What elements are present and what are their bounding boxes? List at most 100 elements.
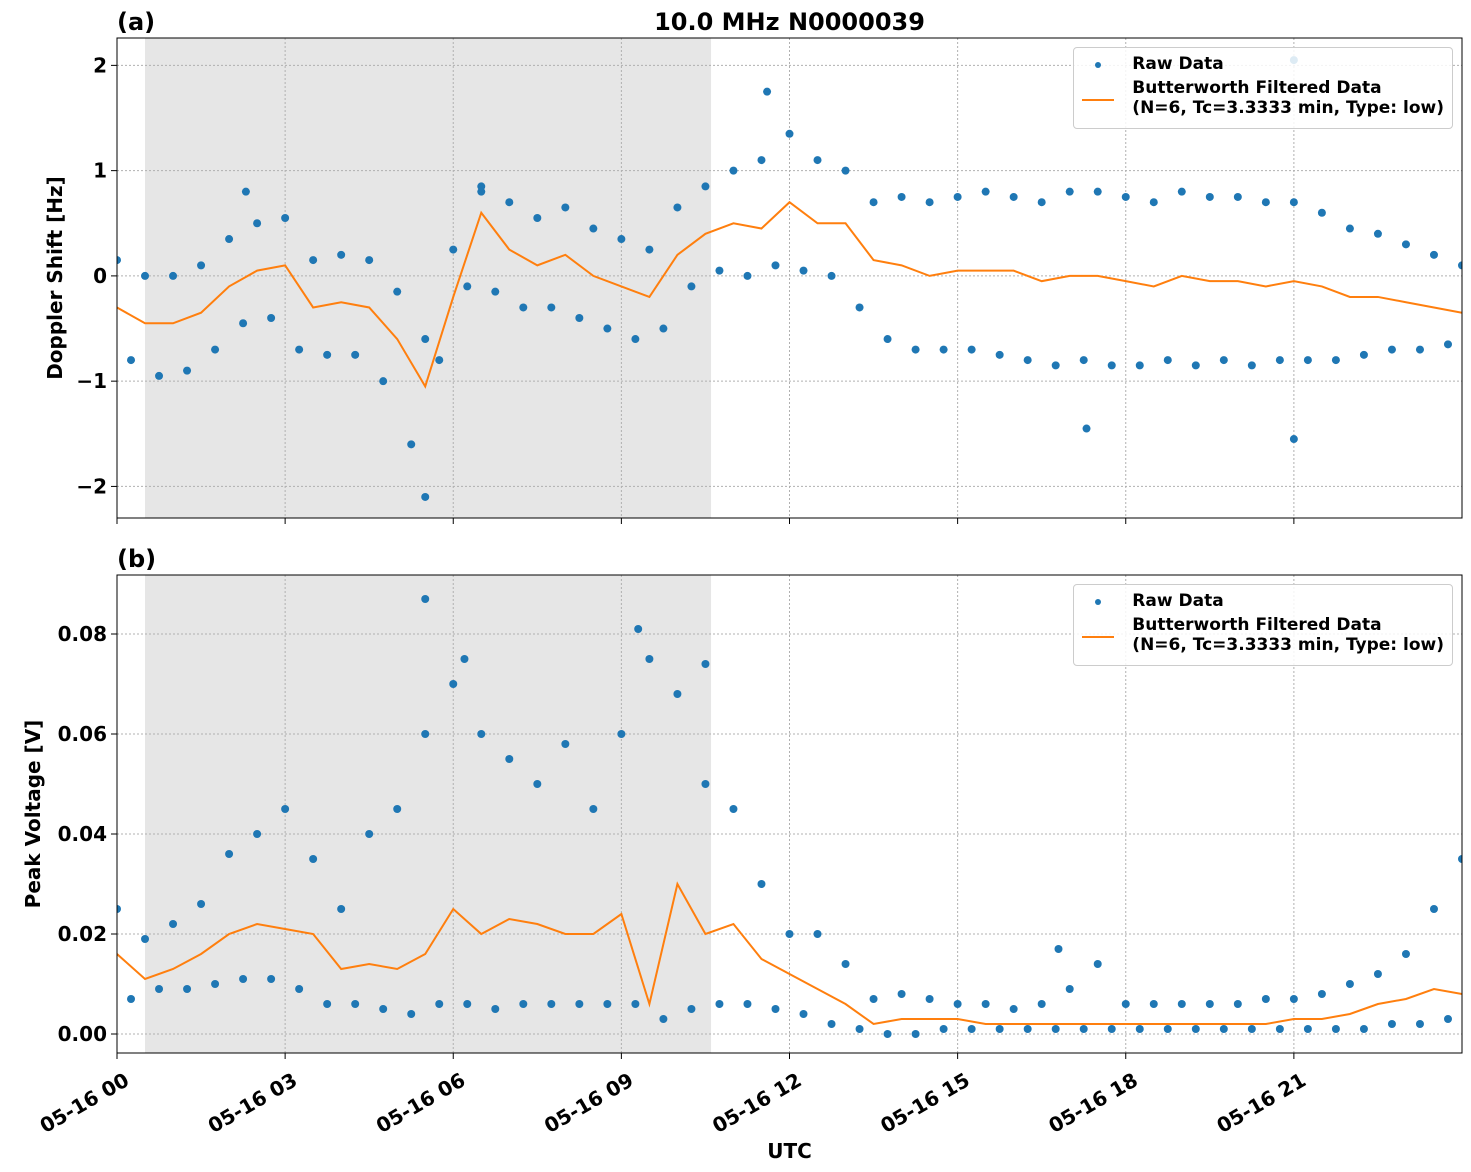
raw-point: [1415, 345, 1424, 354]
raw-point: [533, 214, 542, 222]
raw-point: [715, 266, 724, 275]
raw-point: [981, 187, 990, 196]
raw-point: [1149, 198, 1158, 207]
raw-point: [785, 129, 794, 138]
raw-point: [1219, 1025, 1228, 1033]
raw-point: [477, 182, 486, 191]
raw-point: [953, 1000, 962, 1008]
raw-point: [323, 1000, 332, 1008]
raw-point: [295, 985, 304, 993]
raw-point: [673, 690, 682, 698]
raw-point: [799, 1010, 808, 1018]
raw-point: [1443, 1015, 1452, 1023]
raw-point: [1303, 1025, 1312, 1033]
raw-point: [519, 303, 528, 312]
raw-point: [449, 680, 458, 688]
raw-point: [1359, 1025, 1368, 1033]
filtered-line: [117, 200, 1462, 389]
raw-point: [939, 345, 948, 354]
raw-point: [1051, 361, 1060, 370]
x-tick-label: 05-16 06: [372, 1068, 470, 1138]
x-tick-label: 05-16 03: [204, 1068, 302, 1138]
raw-point: [757, 880, 766, 888]
raw-point: [813, 930, 822, 938]
x-tick-label: 05-16 21: [1212, 1068, 1310, 1138]
raw-point: [575, 314, 584, 322]
raw-point: [1093, 187, 1102, 196]
x-tick-label: 05-16 18: [1044, 1068, 1142, 1138]
raw-point: [634, 625, 643, 633]
raw-point: [897, 192, 906, 201]
raw-point: [281, 805, 290, 813]
raw-point: [925, 198, 934, 207]
raw-point: [1023, 356, 1032, 365]
raw-point: [589, 805, 598, 813]
raw-point: [141, 271, 150, 280]
raw-point: [197, 261, 206, 270]
raw-point: [869, 198, 878, 207]
raw-point: [505, 755, 514, 763]
raw-point: [1107, 361, 1116, 370]
raw-point: [911, 345, 920, 354]
y-tick-label: −1: [76, 369, 107, 393]
raw-point: [1289, 435, 1298, 444]
raw-point: [460, 655, 469, 663]
raw-point: [771, 1005, 780, 1013]
legend-entry: Butterworth Filtered Data (N=6, Tc=3.333…: [1082, 78, 1444, 122]
raw-point: [379, 377, 388, 386]
raw-point: [117, 256, 121, 265]
raw-point: [365, 256, 374, 265]
raw-point: [603, 1000, 612, 1008]
raw-point: [449, 245, 458, 254]
raw-point: [1289, 995, 1298, 1003]
raw-point: [1443, 340, 1452, 349]
raw-point: [1191, 361, 1200, 370]
raw-point: [393, 287, 402, 296]
y-tick-label: 2: [93, 53, 107, 77]
raw-point: [701, 780, 710, 788]
raw-point: [435, 356, 444, 365]
raw-point: [1373, 970, 1382, 978]
raw-point: [1065, 985, 1074, 993]
legend-key: [1095, 599, 1102, 605]
raw-point: [1331, 1025, 1340, 1033]
raw-point: [771, 261, 780, 270]
raw-point: [1458, 261, 1462, 270]
y-tick-label: 0.06: [58, 722, 107, 746]
raw-point: [995, 1025, 1004, 1033]
raw-point: [1009, 192, 1018, 201]
raw-point: [1177, 1000, 1186, 1008]
shaded-span: [145, 38, 712, 518]
y-tick-label: 1: [93, 159, 107, 183]
legend-label: Butterworth Filtered Data (N=6, Tc=3.333…: [1132, 615, 1444, 655]
x-tick-label: 05-16 15: [876, 1068, 974, 1138]
raw-point: [1121, 1000, 1130, 1008]
raw-point: [855, 303, 864, 312]
legend-key: [1082, 99, 1115, 101]
raw-point: [1373, 229, 1382, 238]
raw-point: [1275, 356, 1284, 365]
raw-point: [183, 985, 192, 993]
raw-point: [225, 850, 234, 858]
legend: Raw Data Butterworth Filtered Data (N=6, …: [1073, 47, 1453, 129]
raw-point: [561, 740, 570, 748]
chart-title: 10.0 MHz N0000039: [654, 8, 925, 36]
raw-point: [897, 990, 906, 998]
raw-point: [1219, 356, 1228, 365]
raw-point: [631, 335, 640, 344]
raw-point: [1317, 990, 1326, 998]
raw-point: [267, 975, 276, 983]
raw-point: [491, 1005, 500, 1013]
y-axis-label: Peak Voltage [V]: [21, 720, 45, 909]
raw-point: [967, 345, 976, 354]
raw-point: [701, 660, 710, 668]
raw-point: [407, 440, 416, 449]
raw-point: [1261, 198, 1270, 207]
x-axis-label: UTC: [767, 1139, 812, 1163]
raw-point: [1191, 1025, 1200, 1033]
raw-point: [729, 805, 738, 813]
raw-point: [1401, 240, 1410, 249]
raw-point: [1247, 1025, 1256, 1033]
raw-point: [561, 203, 570, 212]
raw-point: [407, 1010, 416, 1018]
